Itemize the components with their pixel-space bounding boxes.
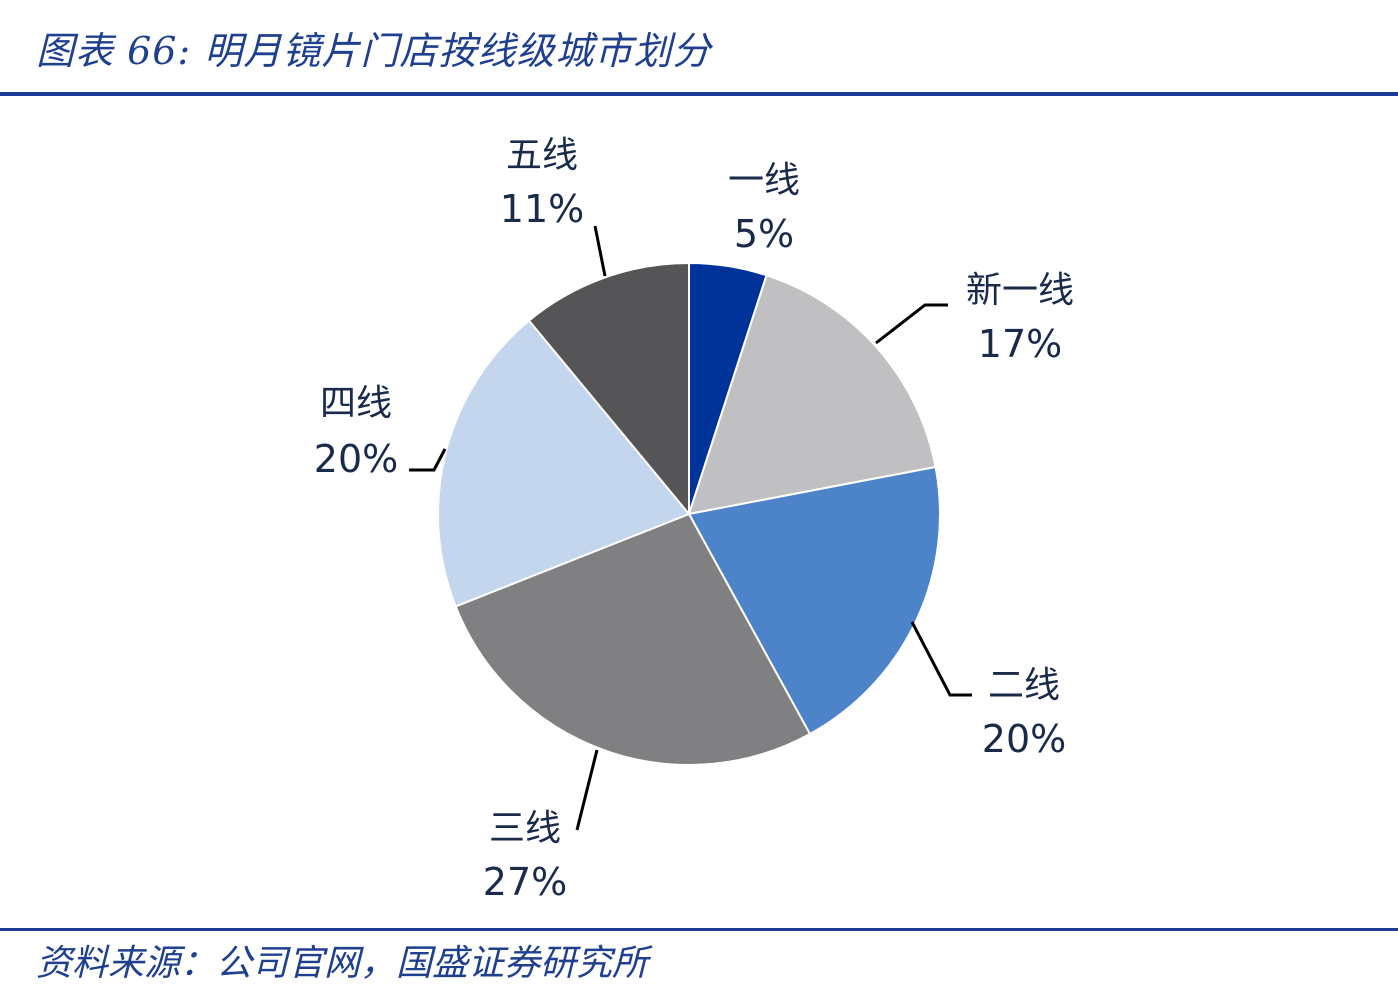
leader-line-new-tier1	[875, 303, 948, 345]
header-divider	[0, 92, 1398, 96]
leader-line-tier4	[409, 448, 447, 472]
leader-lines	[409, 225, 972, 831]
slice-label-name-tier4: 四线	[320, 383, 392, 424]
pie-slice-tier2	[687, 465, 941, 736]
pie-slice-tier3	[454, 512, 812, 766]
pie-slice-tier5	[527, 261, 690, 517]
slice-label-pct-tier5: 11%	[500, 187, 584, 231]
chart-title: 图表 66: 明月镜片门店按线级城市划分	[36, 29, 712, 73]
slice-label-pct-tier4: 20%	[314, 437, 398, 481]
pie-slices	[437, 261, 941, 766]
source-note: 资料来源：公司官网，国盛证券研究所	[36, 943, 649, 984]
leader-line-tier5	[593, 225, 607, 277]
slice-label-name-new-tier1: 新一线	[966, 270, 1074, 311]
pie-slice-new-tier1	[687, 274, 937, 516]
leader-line-tier2	[910, 621, 972, 697]
slice-label-name-tier1: 一线	[728, 160, 800, 201]
pie-slice-tier4	[437, 319, 691, 608]
slice-label-name-tier2: 二线	[988, 665, 1060, 706]
leader-line-tier3	[575, 749, 599, 831]
slice-label-pct-tier3: 27%	[483, 860, 567, 904]
slice-label-pct-new-tier1: 17%	[978, 322, 1062, 366]
slice-label-pct-tier2: 20%	[982, 717, 1066, 761]
slice-label-name-tier3: 三线	[489, 808, 561, 849]
footer-divider	[0, 928, 1398, 931]
slice-label-name-tier5: 五线	[506, 135, 578, 176]
slice-label-pct-tier1: 5%	[734, 212, 794, 256]
